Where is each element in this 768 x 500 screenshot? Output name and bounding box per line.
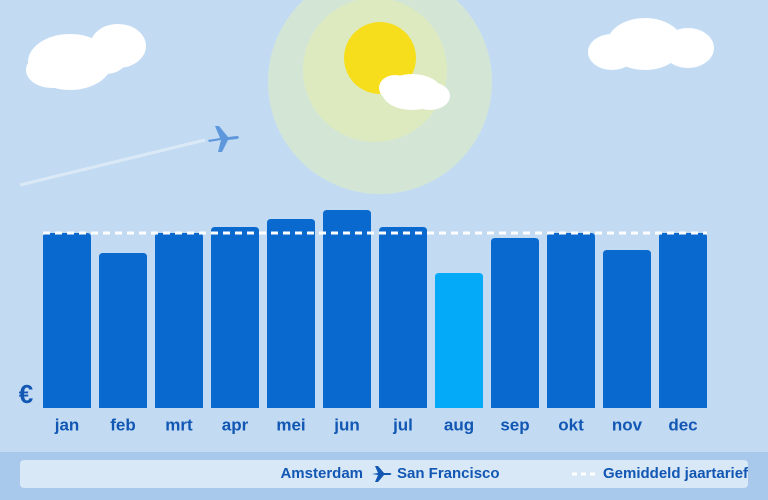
bar — [155, 233, 203, 408]
x-tick-label: feb — [110, 415, 136, 434]
cloud — [379, 74, 450, 110]
legend-average: Gemiddeld jaartarief — [603, 465, 749, 482]
bar — [323, 210, 371, 408]
bar — [267, 219, 315, 408]
bar — [547, 233, 595, 408]
x-tick-label: sep — [500, 415, 529, 434]
x-tick-label: jun — [333, 415, 360, 434]
x-tick-label: mrt — [165, 415, 193, 434]
legend-origin: Amsterdam — [280, 465, 363, 482]
plane-trail — [19, 138, 206, 187]
x-tick-label: apr — [222, 415, 249, 434]
x-tick-label: nov — [612, 415, 643, 434]
legend-plane — [372, 466, 392, 482]
bar — [659, 233, 707, 408]
cloud — [588, 18, 714, 70]
bar — [379, 227, 427, 408]
bar — [211, 227, 259, 408]
cloud — [26, 24, 146, 90]
legend-destination: San Francisco — [397, 465, 500, 482]
x-tick-label: okt — [558, 415, 584, 434]
y-axis-label: € — [19, 379, 33, 409]
plane-icon — [208, 126, 239, 152]
bar — [99, 253, 147, 408]
x-tick-label: jul — [392, 415, 413, 434]
bar — [491, 238, 539, 408]
bar — [603, 250, 651, 408]
x-tick-label: jan — [54, 415, 80, 434]
bar — [435, 273, 483, 408]
x-tick-label: mei — [276, 415, 305, 434]
x-tick-label: aug — [444, 415, 474, 434]
x-tick-label: dec — [668, 415, 697, 434]
bar — [43, 233, 91, 408]
